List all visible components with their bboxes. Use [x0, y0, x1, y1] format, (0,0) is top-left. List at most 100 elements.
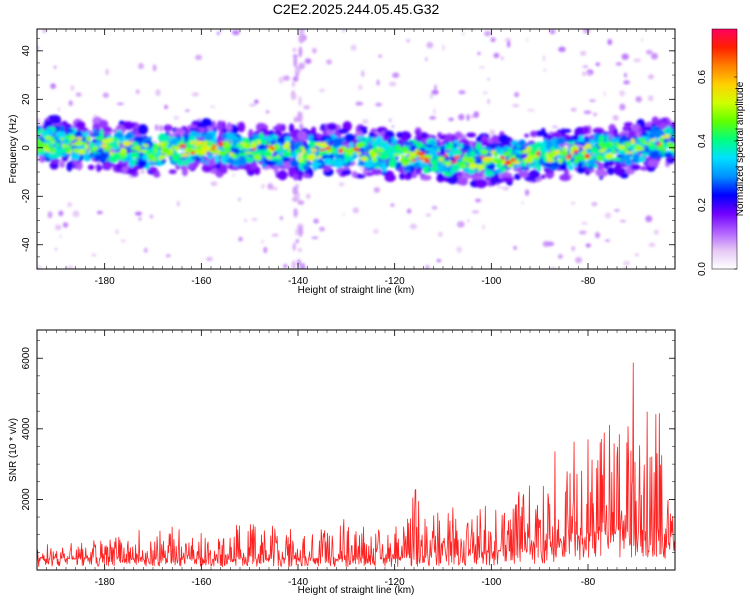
- heatmap-cell: [37, 118, 40, 124]
- heatmap-cell: [625, 141, 631, 148]
- heatmap-cell: [92, 146, 99, 151]
- heatmap-cell: [298, 62, 305, 70]
- heatmap-cell: [465, 157, 475, 163]
- heatmap-cell: [468, 162, 478, 169]
- heatmap-cell: [319, 148, 325, 152]
- heatmap-cell: [119, 152, 128, 157]
- heatmap-cell: [229, 152, 234, 157]
- heatmap-cell: [529, 169, 540, 179]
- heatmap-cell: [282, 144, 290, 150]
- heatmap-cell: [289, 159, 299, 168]
- heatmap-cell: [143, 247, 148, 253]
- heatmap-cell: [399, 172, 405, 180]
- heatmap-cell: [251, 218, 258, 221]
- heatmap-cell: [619, 219, 626, 223]
- heatmap-cell: [305, 163, 311, 167]
- heatmap-cell: [567, 164, 574, 171]
- heatmap-cell: [495, 163, 504, 168]
- heatmap-cell: [601, 144, 605, 149]
- heatmap-cell: [116, 102, 125, 105]
- heatmap-cell: [375, 102, 383, 107]
- heatmap-cell: [666, 129, 670, 134]
- snr-y-label: SNR (10 * v/v): [8, 418, 19, 482]
- heatmap-cell: [64, 135, 73, 138]
- heatmap-cell: [102, 127, 113, 133]
- heatmap-cell: [225, 146, 232, 152]
- heatmap-cell: [543, 156, 548, 163]
- heatmap-cell: [458, 113, 465, 121]
- heatmap-cell: [623, 260, 631, 266]
- heatmap-cell: [482, 156, 490, 163]
- heatmap-cell: [413, 162, 420, 169]
- heatmap-cell: [527, 109, 535, 112]
- heatmap-cell: [417, 167, 422, 171]
- heatmap-cell: [91, 253, 97, 257]
- heatmap-cell: [504, 160, 512, 166]
- heatmap-cell: [294, 68, 302, 74]
- heatmap-cell: [378, 153, 389, 160]
- heatmap-cell: [297, 225, 304, 237]
- heatmap-cell: [186, 144, 195, 148]
- heatmap-cell: [292, 196, 298, 202]
- heatmap-cell: [292, 47, 297, 53]
- x-tick-label: -80: [581, 577, 596, 588]
- heatmap-cell: [592, 127, 605, 134]
- x-tick-label: -120: [385, 276, 405, 287]
- heatmap-cell: [160, 154, 165, 159]
- heatmap-cell: [355, 101, 364, 106]
- colorbar-ticks: 0.0 0.2 0.4 0.6: [697, 70, 737, 276]
- heatmap-cell: [180, 137, 185, 142]
- heatmap-cell: [392, 72, 400, 78]
- heatmap-cell: [393, 153, 401, 157]
- x-tick-label: -100: [481, 276, 501, 287]
- heatmap-cell: [484, 30, 492, 37]
- heatmap-cell: [265, 110, 270, 114]
- heatmap-cell: [311, 147, 317, 153]
- heatmap-cell: [462, 156, 466, 163]
- heatmap-cell: [514, 91, 520, 98]
- heatmap-cell: [237, 152, 246, 157]
- heatmap-cell: [196, 122, 207, 128]
- heatmap-cell: [303, 105, 310, 110]
- heatmap-cell: [585, 243, 591, 248]
- heatmap-cell: [217, 141, 224, 147]
- heatmap-cell: [185, 109, 190, 112]
- heatmap-cell: [344, 133, 355, 142]
- heatmap-cell: [504, 38, 512, 42]
- heatmap-cell: [554, 150, 561, 155]
- heatmap-cell: [209, 148, 218, 154]
- heatmap-cell: [311, 126, 317, 134]
- heatmap-cell: [456, 221, 465, 228]
- heatmap-cell: [400, 154, 405, 161]
- heatmap-cell: [596, 155, 603, 161]
- heatmap-cell: [522, 159, 526, 164]
- heatmap-cell: [189, 141, 196, 145]
- heatmap-cell: [283, 75, 290, 81]
- heatmap-cell: [59, 137, 65, 141]
- heatmap-cell: [102, 148, 111, 152]
- heatmap-cell: [478, 66, 486, 69]
- heatmap-cell: [641, 38, 644, 42]
- heatmap-cell: [512, 104, 520, 108]
- y-tick-label: 2000: [21, 488, 32, 511]
- heatmap-cell: [205, 256, 213, 262]
- heatmap-cell: [358, 149, 365, 157]
- heatmap-cell: [42, 29, 47, 34]
- heatmap-cell: [176, 200, 180, 207]
- heatmap-cell: [623, 124, 630, 132]
- heatmap-cell: [244, 219, 247, 222]
- heatmap-cell: [283, 264, 288, 269]
- heatmap-cell: [458, 142, 464, 149]
- heatmap-cell: [284, 136, 291, 143]
- heatmap-cell: [420, 174, 432, 181]
- heatmap-cell: [53, 65, 57, 69]
- heatmap-cell: [214, 154, 220, 164]
- heatmap-cell: [111, 136, 118, 142]
- heatmap-cell: [68, 100, 73, 107]
- heatmap-cell: [618, 167, 625, 176]
- heatmap-cell: [226, 122, 233, 132]
- heatmap-cell: [483, 170, 495, 177]
- heatmap-cell: [543, 68, 546, 72]
- colorbar-tick-label: 0.2: [697, 198, 708, 212]
- heatmap-cell: [184, 159, 189, 167]
